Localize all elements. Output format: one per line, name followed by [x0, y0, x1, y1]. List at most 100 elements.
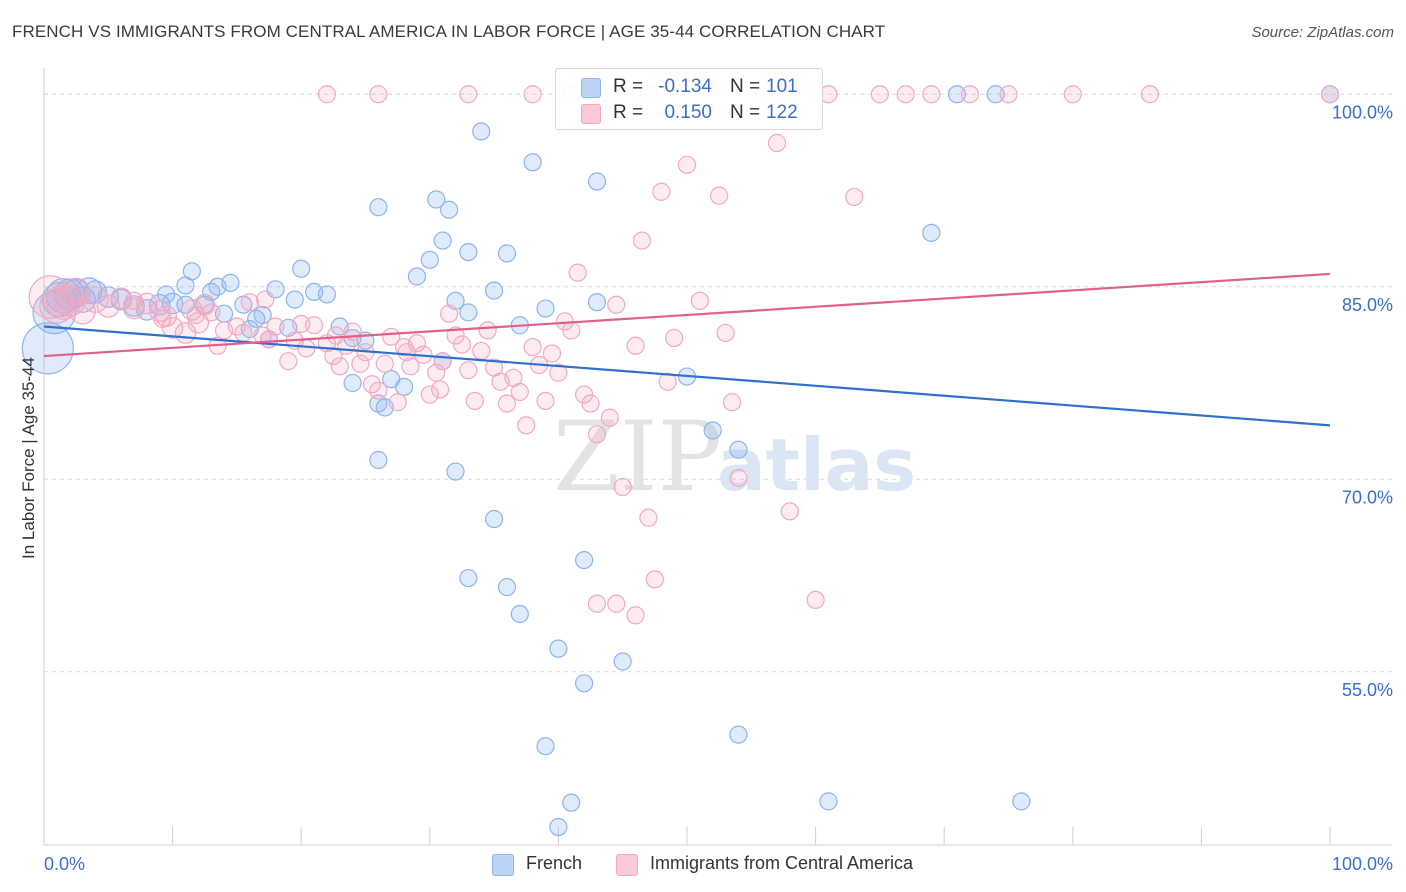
x-tick-label: 100.0%	[1332, 854, 1393, 874]
french-point	[523, 153, 542, 172]
legend-swatch-french	[581, 78, 601, 98]
french-point	[575, 550, 594, 570]
immigrants-point	[478, 321, 497, 340]
french-point	[407, 267, 427, 286]
french-point	[1012, 792, 1031, 811]
immigrants-point	[297, 339, 316, 358]
french-point	[947, 85, 967, 104]
immigrants-point	[639, 508, 658, 527]
immigrants-point	[575, 385, 594, 404]
immigrants-point	[607, 295, 626, 314]
french-point	[369, 198, 388, 217]
immigrants-point	[1140, 85, 1160, 104]
immigrants-point	[123, 297, 145, 320]
immigrants-point	[439, 304, 459, 323]
immigrants-point	[652, 182, 671, 201]
immigrants-point	[153, 309, 172, 328]
french-point	[510, 604, 529, 624]
french-point	[369, 450, 388, 470]
immigrants-point	[710, 186, 729, 205]
immigrants-point	[446, 326, 465, 345]
immigrants-point	[234, 323, 253, 343]
immigrants-point	[497, 394, 517, 413]
immigrants-point	[536, 391, 555, 411]
immigrants-point	[581, 394, 600, 413]
french-point	[394, 377, 414, 396]
immigrants-point	[896, 85, 915, 104]
immigrants-point	[665, 328, 684, 348]
french-point	[562, 793, 581, 812]
french-point	[459, 568, 478, 588]
immigrants-point	[186, 305, 205, 325]
immigrants-point	[922, 85, 941, 104]
y-axis-label: In Labor Force | Age 35-44	[19, 357, 38, 559]
immigrants-point	[39, 288, 75, 324]
french-point	[729, 440, 748, 459]
trend-layer	[43, 272, 1331, 427]
immigrants-point	[326, 326, 346, 345]
french-point	[317, 285, 337, 304]
y-tick-label: 70.0%	[1342, 487, 1393, 507]
french-point	[221, 273, 240, 292]
legend-r-label: R =	[613, 102, 644, 123]
french-point	[703, 421, 722, 440]
immigrants-point	[523, 85, 542, 104]
legend-swatch-immigrants	[616, 854, 638, 876]
immigrants-point	[767, 133, 787, 153]
immigrants-point	[587, 594, 607, 613]
immigrants-trend-line	[43, 272, 1331, 358]
immigrants-point	[1320, 85, 1340, 104]
immigrants-point	[722, 393, 742, 412]
legend-swatch-immigrants	[581, 104, 601, 124]
french-point	[729, 725, 748, 744]
immigrants-point	[632, 231, 652, 250]
immigrants-point	[472, 341, 491, 361]
immigrants-point	[568, 263, 587, 282]
grid-layer	[44, 93, 1392, 673]
immigrants-point	[607, 594, 626, 613]
french-point	[986, 85, 1005, 104]
legend-r-value: 0.150	[664, 102, 712, 123]
immigrants-point	[645, 570, 664, 589]
immigrants-point	[600, 408, 619, 427]
immigrants-point	[324, 346, 343, 366]
immigrants-point	[369, 381, 388, 400]
series-legend: French Immigrants from Central America	[0, 852, 1406, 878]
immigrants-point	[780, 502, 799, 521]
french-point	[497, 244, 517, 263]
immigrants-point	[45, 284, 81, 320]
immigrants-point	[729, 468, 748, 488]
legend-swatch-french	[492, 854, 514, 876]
immigrants-point	[587, 425, 607, 444]
french-point	[575, 674, 594, 693]
legend-n-label: N =	[730, 102, 761, 123]
immigrants-point	[690, 291, 709, 310]
immigrants-point	[256, 290, 275, 309]
legend-row-french: R = -0.134 N = 101	[556, 74, 822, 100]
y-tick-label: 55.0%	[1342, 680, 1393, 700]
french-point	[459, 243, 478, 262]
immigrants-point	[388, 393, 407, 412]
labels-layer: 55.0% 70.0% 85.0% 100.0% 0.0% 100.0%	[44, 102, 1393, 874]
french-point	[433, 231, 452, 250]
immigrants-point	[1063, 85, 1082, 104]
french-point	[182, 262, 201, 281]
french-point	[485, 281, 504, 300]
immigrants-point	[465, 391, 484, 411]
immigrants-point	[401, 357, 420, 376]
french-point	[497, 577, 517, 597]
immigrants-point	[330, 357, 349, 376]
immigrants-point	[304, 316, 324, 335]
legend-r-label: R =	[613, 76, 644, 97]
immigrants-point	[517, 416, 536, 435]
immigrants-point	[960, 85, 980, 104]
immigrants-point	[626, 606, 645, 625]
immigrants-point	[677, 155, 697, 174]
french-point	[472, 122, 491, 141]
immigrants-point	[459, 85, 478, 104]
french-point	[439, 200, 459, 219]
french-point	[21, 322, 74, 375]
immigrants-point	[845, 187, 864, 207]
french-point	[420, 250, 439, 269]
